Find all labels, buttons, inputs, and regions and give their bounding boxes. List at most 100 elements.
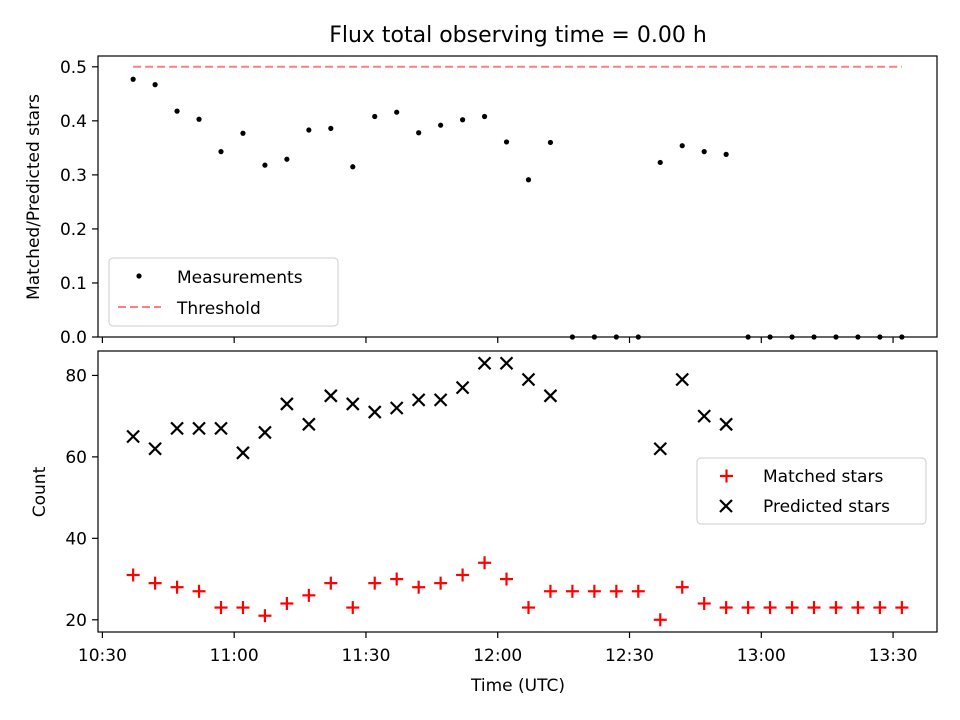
matched-stars-point [587, 584, 601, 598]
predicted-stars-stroke [126, 429, 140, 444]
measurement-point [262, 162, 268, 168]
predicted-stars-stroke [170, 421, 184, 436]
predicted-stars-stroke [389, 401, 404, 415]
matched-stars-point [390, 572, 404, 586]
predicted-stars-point [653, 441, 668, 456]
measurement-point [459, 117, 466, 123]
predicted-stars-point [675, 372, 690, 387]
predicted-stars-point [214, 421, 228, 436]
measurement-point [152, 82, 158, 88]
matched-stars-point [697, 596, 711, 610]
top-y-tick-label: 0.5 [60, 58, 87, 78]
predicted-stars-point [411, 393, 426, 407]
legend-matched-stars-label: Matched stars [763, 467, 883, 487]
x-tick-label: 12:00 [473, 646, 522, 666]
matched-stars-point [302, 588, 316, 602]
measurement-point [547, 139, 554, 146]
top-y-tick-label: 0.3 [60, 166, 87, 186]
matched-stars-point [543, 584, 557, 598]
predicted-stars-stroke [719, 417, 733, 432]
measurement-point [130, 76, 136, 82]
measurement-point [525, 177, 532, 183]
predicted-stars-stroke [653, 441, 668, 456]
legend-measurements-marker [136, 273, 142, 279]
matched-stars-point [500, 572, 514, 586]
predicted-stars-stroke [148, 441, 162, 456]
bottom-legend-box [696, 457, 927, 525]
matched-stars-point [368, 576, 382, 590]
predicted-stars-point [302, 417, 316, 432]
bottom-y-axis: 20 40 60 80 [65, 366, 98, 631]
bottom-plot-area [126, 356, 909, 627]
measurement-point [701, 149, 707, 155]
predicted-stars-stroke [499, 356, 514, 370]
bottom-y-tick-label: 20 [65, 611, 87, 631]
bottom-legend: Matched stars Predicted stars [696, 457, 927, 525]
predicted-stars-point [258, 425, 272, 440]
matched-stars-point [192, 584, 206, 598]
predicted-stars-point [192, 421, 206, 436]
bottom-y-tick-label: 40 [65, 529, 87, 549]
matched-stars-point [829, 601, 843, 615]
matched-stars-point [236, 601, 250, 615]
predicted-stars-point [324, 389, 338, 403]
measurement-point [240, 130, 246, 136]
measurement-point [350, 164, 356, 170]
matched-stars-point [741, 601, 755, 615]
bottom-axes-frame [97, 350, 938, 633]
predicted-stars-stroke [302, 417, 316, 432]
predicted-stars-stroke [433, 393, 448, 407]
predicted-stars-point [455, 380, 470, 395]
chart-title: Flux total observing time = 0.00 h [329, 23, 707, 48]
measurement-point [679, 143, 685, 149]
matched-stars-point [280, 596, 294, 610]
x-axis-label: Time (UTC) [470, 676, 565, 696]
x-tick-label: 13:30 [869, 646, 918, 666]
matched-stars-point [807, 601, 821, 615]
matched-stars-point [719, 601, 733, 615]
measurement-point [328, 125, 334, 132]
predicted-stars-stroke [214, 421, 228, 436]
bottom-y-tick-label: 80 [65, 366, 87, 386]
predicted-stars-stroke [324, 389, 338, 403]
bottom-x-axis: 10:30 11:00 11:30 12:00 12:30 13:00 13:30 [78, 632, 918, 666]
matched-stars-point [653, 613, 667, 627]
predicted-stars-stroke [258, 425, 272, 440]
matched-stars-point [324, 576, 338, 590]
x-tick-label: 11:30 [341, 646, 390, 666]
predicted-stars-point [236, 446, 250, 460]
matched-stars-point [214, 601, 228, 615]
top-axes-frame [97, 55, 938, 338]
predicted-stars-stroke [192, 421, 206, 436]
measurement-point [394, 109, 400, 115]
legend-matched-stars-marker [720, 469, 733, 483]
measurement-point [657, 159, 663, 166]
x-tick-label: 10:30 [78, 646, 127, 666]
legend-predicted-stars-label: Predicted stars [763, 497, 890, 517]
top-y-tick-label: 0.2 [60, 220, 87, 240]
predicted-stars-stroke [367, 405, 382, 419]
top-legend: Measurements Threshold [108, 257, 339, 327]
bottom-y-axis-label: Count [30, 466, 50, 517]
predicted-stars-point [345, 397, 360, 411]
predicted-stars-point [367, 405, 382, 419]
measurement-point [218, 149, 224, 155]
matched-stars-point [763, 601, 777, 615]
top-y-tick-label: 0.4 [60, 112, 87, 132]
matched-stars-point [895, 601, 909, 615]
matched-stars-point [631, 584, 645, 598]
predicted-stars-stroke [455, 380, 470, 395]
predicted-stars-stroke [543, 389, 558, 403]
predicted-stars-point [148, 441, 162, 456]
matched-stars-point [521, 601, 535, 615]
measurement-point [284, 156, 290, 162]
predicted-stars-stroke [345, 397, 360, 411]
matched-stars-point [478, 556, 492, 570]
matched-stars-point [565, 584, 579, 598]
measurement-point [723, 151, 729, 157]
matched-stars-point [170, 580, 184, 594]
x-tick-label: 12:30 [605, 646, 654, 666]
matched-stars-point [346, 601, 360, 615]
matched-stars-point [785, 601, 799, 615]
top-y-axis-label: Matched/Predicted stars [24, 94, 44, 300]
